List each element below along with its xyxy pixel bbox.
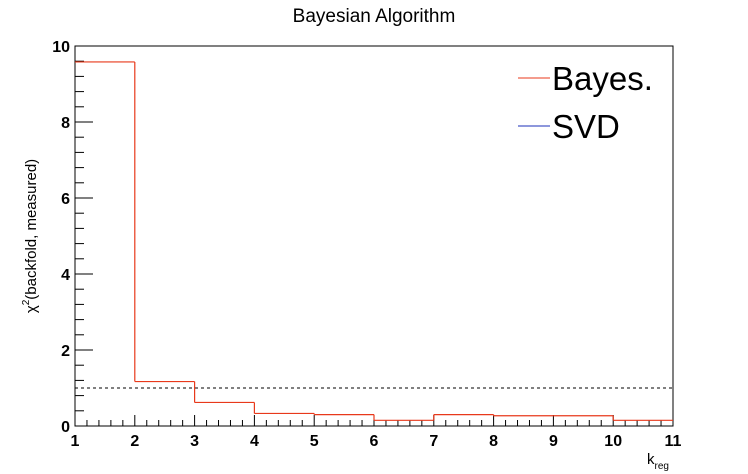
x-axis-label: kreg xyxy=(647,451,669,472)
y-tick-label: 4 xyxy=(61,267,70,284)
legend-label-svd: SVD xyxy=(552,108,620,145)
y-axis-label-superscript: 2 xyxy=(21,299,32,305)
x-tick-label: 3 xyxy=(190,433,199,450)
axis-ticks xyxy=(74,45,674,427)
y-tick-label: 6 xyxy=(61,191,70,208)
y-tick-label: 10 xyxy=(52,39,70,56)
x-tick-label: 11 xyxy=(665,433,682,450)
axis-tick-labels: 1 2 3 4 5 6 7 8 9 10 11 0 2 4 6 8 10 xyxy=(52,39,681,450)
y-tick-label: 2 xyxy=(61,343,70,360)
x-tick-label: 10 xyxy=(604,433,622,450)
svg-text:kreg: kreg xyxy=(647,451,669,472)
x-tick-label: 6 xyxy=(370,433,379,450)
legend-label-bayes: Bayes. xyxy=(552,60,653,97)
x-tick-label: 4 xyxy=(250,433,259,450)
x-tick-label: 8 xyxy=(489,433,498,450)
x-axis-label-main: k xyxy=(647,451,655,468)
x-tick-label: 1 xyxy=(71,433,80,450)
y-tick-label: 0 xyxy=(61,419,70,436)
legend: Bayes. SVD xyxy=(518,60,653,145)
x-tick-label: 7 xyxy=(429,433,438,450)
x-tick-label: 5 xyxy=(310,433,319,450)
y-axis-label-symbol: χ xyxy=(23,305,40,313)
chart-title: Bayesian Algorithm xyxy=(293,6,456,27)
x-axis-label-subscript: reg xyxy=(655,461,669,472)
y-tick-label: 8 xyxy=(61,115,70,132)
series-layer xyxy=(75,61,673,421)
y-axis-label-text: (backfold, measured) xyxy=(23,159,40,300)
x-tick-label: 2 xyxy=(130,433,139,450)
y-axis-label: χ2(backfold, measured) xyxy=(21,159,40,313)
svg-text:χ2(backfold, measured): χ2(backfold, measured) xyxy=(21,159,40,313)
plot-frame xyxy=(74,45,674,427)
x-tick-label: 9 xyxy=(549,433,558,450)
